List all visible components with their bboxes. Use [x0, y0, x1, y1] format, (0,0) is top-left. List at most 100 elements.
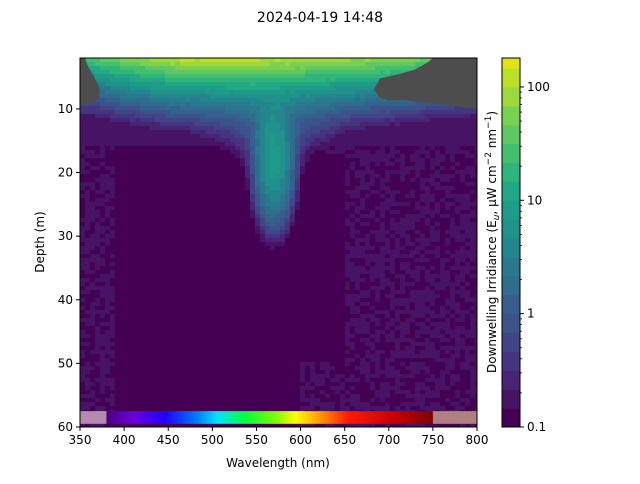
contour-cell — [195, 198, 201, 203]
contour-cell — [465, 198, 471, 203]
contour-cell — [235, 182, 241, 187]
contour-cell — [190, 118, 196, 123]
contour-cell — [300, 246, 306, 251]
contour-cell — [115, 238, 121, 243]
contour-cell — [130, 278, 136, 283]
contour-cell — [185, 242, 191, 247]
contour-cell — [200, 142, 206, 147]
contour-cell — [135, 78, 141, 83]
contour-cell — [235, 186, 241, 191]
contour-cell — [420, 214, 426, 219]
contour-cell — [90, 242, 96, 247]
contour-cell — [140, 102, 146, 107]
contour-cell — [320, 262, 326, 267]
contour-cell — [105, 254, 111, 259]
contour-cell — [140, 146, 146, 151]
contour-cell — [115, 154, 121, 159]
contour-cell — [465, 106, 471, 111]
contour-cell — [275, 262, 281, 267]
contour-cell — [405, 242, 411, 247]
contour-cell — [105, 86, 111, 91]
contour-cell — [140, 138, 146, 143]
contour-cell — [295, 178, 301, 183]
contour-cell — [105, 226, 111, 231]
contour-cell — [160, 170, 166, 175]
contour-cell — [165, 138, 171, 143]
contour-cell — [360, 278, 366, 283]
contour-cell — [320, 290, 326, 295]
contour-cell — [290, 222, 296, 227]
contour-cell — [230, 118, 236, 123]
contour-cell — [80, 174, 86, 179]
contour-cell — [150, 294, 156, 299]
contour-cell — [420, 278, 426, 283]
contour-cell — [110, 230, 116, 235]
contour-cell — [370, 138, 376, 143]
contour-cell — [170, 186, 176, 191]
contour-cell — [390, 182, 396, 187]
contour-cell — [445, 142, 451, 147]
contour-cell — [195, 138, 201, 143]
contour-cell — [395, 162, 401, 167]
contour-cell — [300, 78, 306, 83]
contour-cell — [90, 122, 96, 127]
contour-cell — [455, 246, 461, 251]
contour-cell — [160, 190, 166, 195]
contour-cell — [405, 210, 411, 215]
contour-cell — [85, 230, 91, 235]
contour-cell — [465, 118, 471, 123]
contour-cell — [400, 118, 406, 123]
contour-cell — [200, 162, 206, 167]
contour-cell — [145, 130, 151, 135]
contour-cell — [315, 294, 321, 299]
contour-cell — [90, 294, 96, 299]
contour-cell — [470, 238, 476, 243]
contour-cell — [280, 138, 286, 143]
contour-cell — [125, 278, 131, 283]
contour-cell — [185, 262, 191, 267]
contour-cell — [275, 278, 281, 283]
contour-cell — [95, 266, 101, 271]
contour-cell — [370, 246, 376, 251]
contour-cell — [115, 218, 121, 223]
contour-cell — [390, 194, 396, 199]
contour-cell — [120, 130, 126, 135]
contour-cell — [230, 202, 236, 207]
contour-cell — [100, 90, 106, 95]
contour-cell — [110, 78, 116, 83]
contour-cell — [345, 58, 351, 63]
contour-cell — [110, 94, 116, 99]
contour-cell — [175, 258, 181, 263]
contour-cell — [325, 286, 331, 291]
contour-cell — [260, 246, 266, 251]
contour-cell — [165, 142, 171, 147]
contour-cell — [225, 110, 231, 115]
contour-cell — [355, 274, 361, 279]
contour-cell — [345, 214, 351, 219]
contour-cell — [340, 302, 346, 307]
contour-cell — [355, 74, 361, 79]
contour-cell — [170, 138, 176, 143]
contour-cell — [445, 178, 451, 183]
contour-cell — [360, 198, 366, 203]
contour-cell — [130, 258, 136, 263]
contour-cell — [335, 278, 341, 283]
contour-cell — [115, 62, 121, 67]
contour-cell — [220, 166, 226, 171]
contour-cell — [350, 174, 356, 179]
contour-cell — [205, 294, 211, 299]
contour-cell — [320, 242, 326, 247]
contour-cell — [215, 230, 221, 235]
contour-cell — [210, 214, 216, 219]
contour-cell — [380, 298, 386, 303]
contour-cell — [325, 154, 331, 159]
contour-cell — [100, 190, 106, 195]
contour-cell — [475, 166, 477, 171]
contour-cell — [355, 174, 361, 179]
contour-cell — [230, 182, 236, 187]
contour-cell — [85, 186, 91, 191]
contour-cell — [190, 226, 196, 231]
contour-cell — [100, 286, 106, 291]
contour-cell — [310, 210, 316, 215]
contour-cell — [105, 298, 111, 303]
